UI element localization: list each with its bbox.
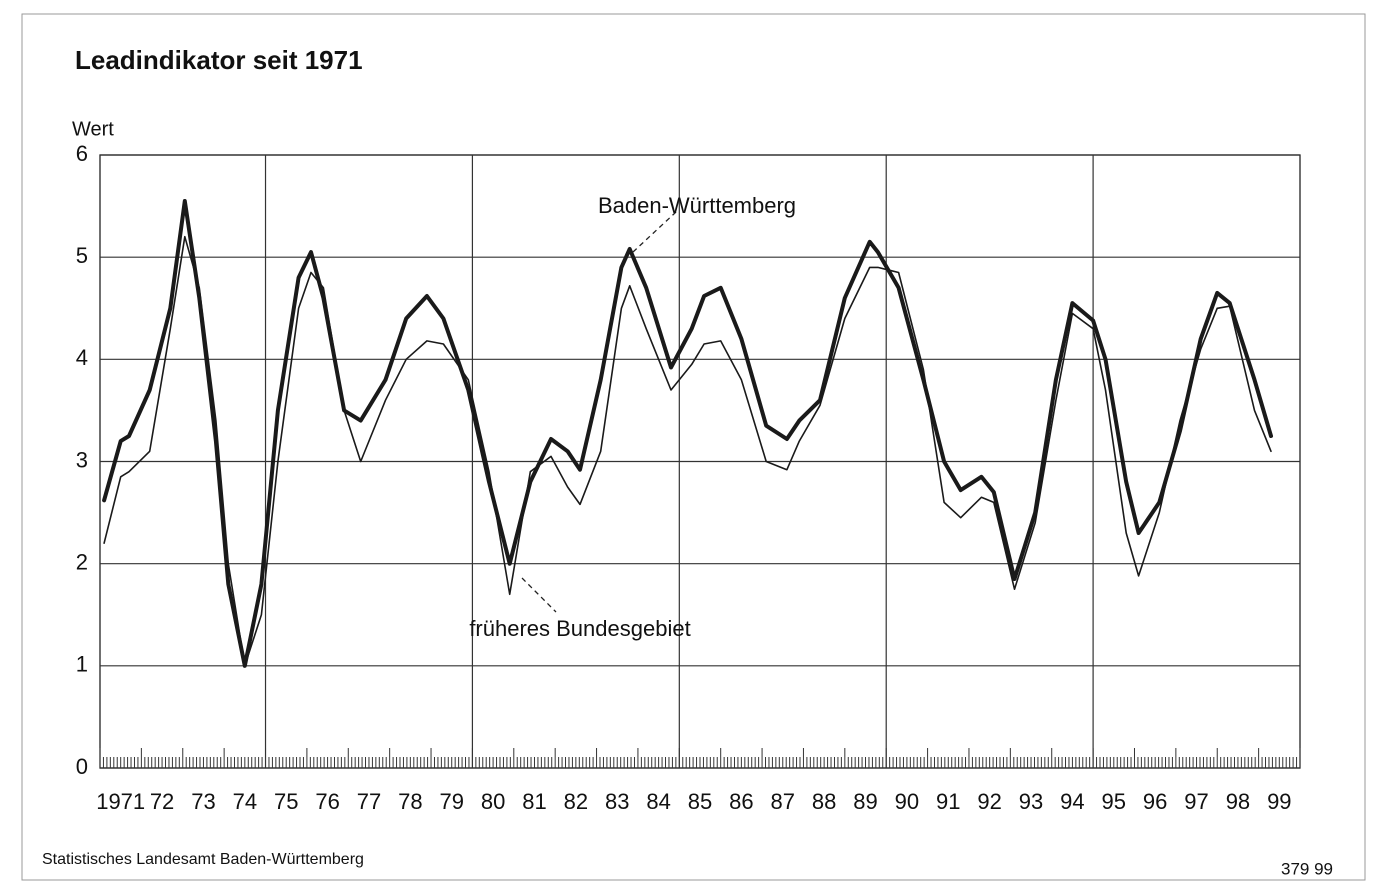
x-tick-label: 77 — [357, 789, 381, 814]
series-label: Baden-Württemberg — [598, 193, 796, 218]
leader-line — [521, 577, 557, 613]
x-tick-label: 96 — [1143, 789, 1167, 814]
source: Statistisches Landesamt Baden-Württember… — [42, 851, 364, 868]
x-tick-label: 75 — [274, 789, 298, 814]
x-tick-label: 76 — [315, 789, 339, 814]
x-tick-label: 72 — [150, 789, 174, 814]
x-tick-label: 79 — [439, 789, 463, 814]
series-line — [102, 199, 1273, 668]
x-tick-label: 85 — [688, 789, 712, 814]
series-label: früheres Bundesgebiet — [469, 616, 690, 641]
x-tick-label: 99 — [1267, 789, 1291, 814]
x-tick-label: 73 — [191, 789, 215, 814]
y-axis-label: Wert — [72, 118, 114, 140]
y-tick-label: 0 — [76, 754, 88, 779]
footnote: 379 99 — [1281, 859, 1333, 878]
x-tick-label: 86 — [729, 789, 753, 814]
frame — [21, 13, 1366, 881]
x-tick-label: 74 — [233, 789, 257, 814]
chart-title: Leadindikator seit 1971 — [75, 45, 363, 75]
leader-line — [632, 211, 677, 253]
x-tick-label: 83 — [605, 789, 629, 814]
x-tick-label: 82 — [564, 789, 588, 814]
x-tick-label: 88 — [812, 789, 836, 814]
y-tick-label: 2 — [76, 549, 88, 574]
y-tick-label: 5 — [76, 243, 88, 268]
x-tick-label: 87 — [771, 789, 795, 814]
x-tick-label: 95 — [1102, 789, 1126, 814]
x-tick-label: 81 — [522, 789, 546, 814]
x-tick-label: 94 — [1060, 789, 1084, 814]
x-tick-label: 78 — [398, 789, 422, 814]
x-tick-label: 91 — [936, 789, 960, 814]
y-tick-label: 6 — [76, 141, 88, 166]
x-tick-label: 80 — [481, 789, 505, 814]
y-tick-label: 3 — [76, 447, 88, 472]
y-tick-label: 4 — [76, 345, 88, 370]
x-tick-label: 98 — [1226, 789, 1250, 814]
x-tick-label: 97 — [1184, 789, 1208, 814]
x-tick-label: 89 — [853, 789, 877, 814]
x-tick-label: 92 — [977, 789, 1001, 814]
x-tick-label: 93 — [1019, 789, 1043, 814]
series-line — [103, 235, 1272, 667]
x-tick-label: 1971 — [96, 789, 145, 814]
y-tick-label: 1 — [76, 652, 88, 677]
x-tick-label: 84 — [646, 789, 670, 814]
x-tick-label: 90 — [895, 789, 919, 814]
